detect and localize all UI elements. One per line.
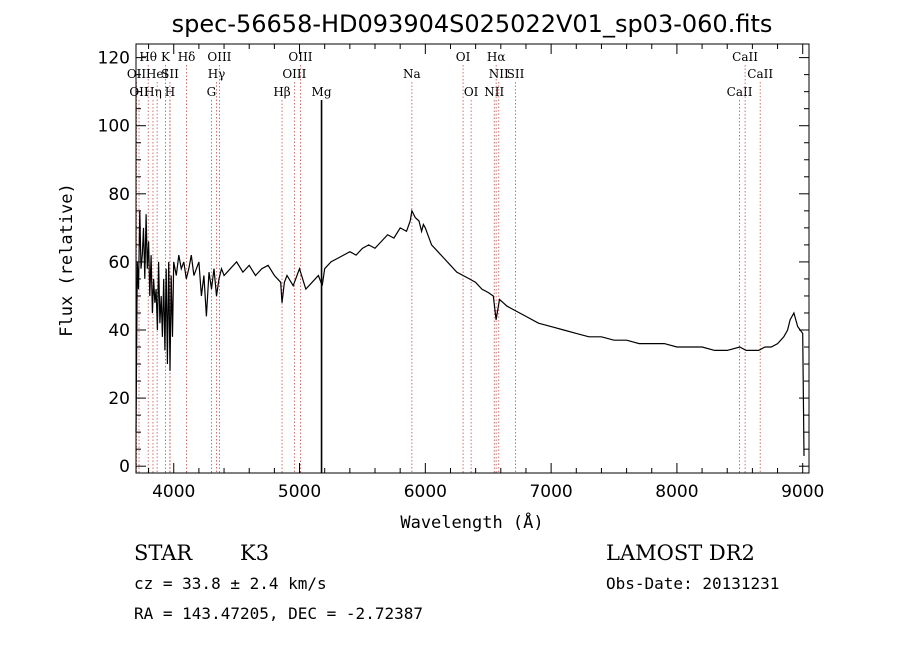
y-tick-label-4: 80 — [108, 185, 130, 205]
object-subclass: K3 — [240, 541, 269, 565]
line-marker-label-3: Hη — [144, 85, 162, 99]
x-axis-ticks: 4000 5000 6000 7000 8000 9000 — [148, 44, 824, 502]
y-tick-label-0: 0 — [119, 457, 130, 477]
line-marker-label-10: Hγ — [208, 67, 226, 81]
y-tick-label-5: 100 — [98, 117, 130, 137]
line-markers: OIIOIIHθHηHeIKSIIHHδGHγOIIIHβOIIIOIIIMgN… — [127, 50, 773, 473]
x-axis-label: Wavelength (Å) — [400, 511, 543, 533]
line-marker-label-19: NII — [484, 85, 504, 99]
x-tick-label-3: 7000 — [529, 482, 572, 502]
line-marker-label-0: OII — [127, 67, 147, 81]
line-marker-label-18: OI — [464, 85, 479, 99]
line-marker-label-16: Na — [403, 67, 421, 81]
x-tick-label-4: 8000 — [655, 482, 698, 502]
coords-text: RA = 143.47205, DEC = -2.72387 — [134, 604, 423, 623]
line-marker-label-22: SII — [507, 67, 525, 81]
line-marker-label-11: OIII — [207, 50, 231, 64]
line-marker-label-9: G — [207, 85, 217, 99]
line-marker-label-6: SII — [161, 67, 179, 81]
spectrum-line — [135, 208, 805, 457]
obs-date-text: Obs-Date: 20131231 — [606, 574, 779, 593]
y-tick-label-6: 120 — [98, 49, 130, 69]
line-marker-label-15: Mg — [312, 85, 332, 99]
plot-frame — [135, 43, 810, 474]
line-marker-label-5: K — [161, 50, 171, 64]
line-marker-label-17: OI — [456, 50, 471, 64]
line-marker-label-14: OIII — [288, 50, 312, 64]
redshift-text: cz = 33.8 ± 2.4 km/s — [134, 574, 327, 593]
x-tick-label-0: 4000 — [152, 482, 195, 502]
y-tick-label-3: 60 — [108, 253, 130, 273]
y-axis-ticks: 0 20 40 60 80 100 120 — [98, 49, 809, 477]
line-marker-label-12: Hβ — [273, 85, 290, 99]
y-tick-label-2: 40 — [108, 321, 130, 341]
line-marker-label-4: HeI — [146, 67, 169, 81]
line-marker-label-7: H — [165, 85, 175, 99]
chart-title: spec-56658-HD093904S025022V01_sp03-060.f… — [172, 10, 773, 38]
line-marker-label-2: Hθ — [139, 50, 157, 64]
line-marker-label-20: Hα — [487, 50, 506, 64]
survey-name: LAMOST DR2 — [606, 541, 755, 565]
line-marker-label-21: NII — [489, 67, 509, 81]
object-class: STAR — [134, 541, 193, 565]
line-marker-label-25: CaII — [747, 67, 773, 81]
y-tick-label-1: 20 — [108, 389, 130, 409]
x-tick-label-5: 9000 — [781, 482, 824, 502]
y-axis-label: Flux (relative) — [57, 183, 77, 337]
line-marker-label-8: Hδ — [178, 50, 196, 64]
line-marker-label-13: OIII — [282, 67, 306, 81]
line-marker-label-23: CaII — [727, 85, 753, 99]
spectrum-series — [135, 208, 805, 457]
x-tick-label-2: 6000 — [404, 482, 447, 502]
x-tick-label-1: 5000 — [278, 482, 321, 502]
line-marker-label-24: CaII — [732, 50, 758, 64]
